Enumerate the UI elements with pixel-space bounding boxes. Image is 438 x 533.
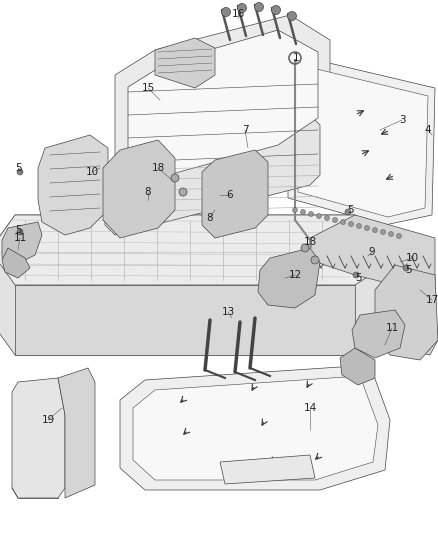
- Circle shape: [317, 214, 321, 219]
- Text: 16: 16: [231, 9, 245, 19]
- Circle shape: [357, 223, 361, 229]
- Text: 11: 11: [385, 323, 399, 333]
- Text: 12: 12: [288, 270, 302, 280]
- Circle shape: [353, 272, 359, 278]
- Polygon shape: [12, 378, 65, 498]
- Polygon shape: [2, 248, 30, 278]
- Circle shape: [179, 188, 187, 196]
- Polygon shape: [375, 265, 438, 360]
- Text: 18: 18: [152, 163, 165, 173]
- Circle shape: [372, 228, 378, 232]
- Circle shape: [272, 5, 280, 14]
- Circle shape: [311, 256, 319, 264]
- Polygon shape: [115, 15, 330, 190]
- Polygon shape: [220, 455, 315, 484]
- Circle shape: [17, 169, 23, 175]
- Circle shape: [308, 212, 314, 216]
- Circle shape: [403, 265, 409, 271]
- Text: 15: 15: [141, 83, 155, 93]
- Polygon shape: [0, 215, 410, 355]
- Polygon shape: [2, 222, 42, 265]
- Circle shape: [389, 231, 393, 237]
- Polygon shape: [105, 115, 320, 235]
- Polygon shape: [58, 368, 95, 498]
- Text: 10: 10: [406, 253, 419, 263]
- Polygon shape: [120, 365, 390, 490]
- Text: 17: 17: [425, 295, 438, 305]
- Text: 8: 8: [145, 187, 151, 197]
- Polygon shape: [340, 348, 375, 385]
- Polygon shape: [0, 215, 410, 285]
- Polygon shape: [288, 55, 435, 225]
- Text: 5: 5: [347, 205, 353, 215]
- Polygon shape: [258, 248, 320, 308]
- Circle shape: [364, 225, 370, 230]
- Polygon shape: [380, 295, 438, 355]
- Circle shape: [287, 12, 297, 20]
- Text: 18: 18: [304, 237, 317, 247]
- Circle shape: [171, 174, 179, 182]
- Polygon shape: [38, 135, 108, 235]
- Circle shape: [340, 220, 346, 224]
- Polygon shape: [202, 150, 268, 238]
- Circle shape: [345, 209, 351, 215]
- Text: 13: 13: [221, 307, 235, 317]
- Circle shape: [349, 222, 353, 227]
- Polygon shape: [298, 65, 428, 217]
- Circle shape: [325, 215, 329, 221]
- Text: 5: 5: [355, 273, 361, 283]
- Text: 1: 1: [293, 53, 299, 63]
- Text: 14: 14: [304, 403, 317, 413]
- Text: 8: 8: [207, 213, 213, 223]
- Polygon shape: [310, 215, 435, 295]
- Text: 7: 7: [242, 125, 248, 135]
- Circle shape: [237, 4, 247, 12]
- Circle shape: [254, 3, 264, 12]
- Circle shape: [301, 244, 309, 252]
- Text: 19: 19: [41, 415, 55, 425]
- Text: 5: 5: [405, 265, 411, 275]
- Text: 4: 4: [425, 125, 431, 135]
- Polygon shape: [352, 310, 405, 358]
- Circle shape: [222, 7, 230, 17]
- Text: 5: 5: [15, 225, 21, 235]
- Polygon shape: [103, 140, 175, 238]
- Circle shape: [396, 233, 402, 238]
- Circle shape: [293, 207, 297, 213]
- Polygon shape: [128, 30, 318, 175]
- Text: 6: 6: [227, 190, 233, 200]
- Text: 11: 11: [14, 233, 27, 243]
- Text: 5: 5: [15, 163, 21, 173]
- Polygon shape: [133, 376, 378, 480]
- Polygon shape: [155, 38, 215, 88]
- Text: 3: 3: [399, 115, 405, 125]
- Polygon shape: [15, 285, 355, 355]
- Text: 9: 9: [369, 247, 375, 257]
- Circle shape: [381, 230, 385, 235]
- Circle shape: [332, 217, 338, 222]
- Circle shape: [17, 229, 23, 235]
- Text: 10: 10: [85, 167, 99, 177]
- Circle shape: [300, 209, 305, 214]
